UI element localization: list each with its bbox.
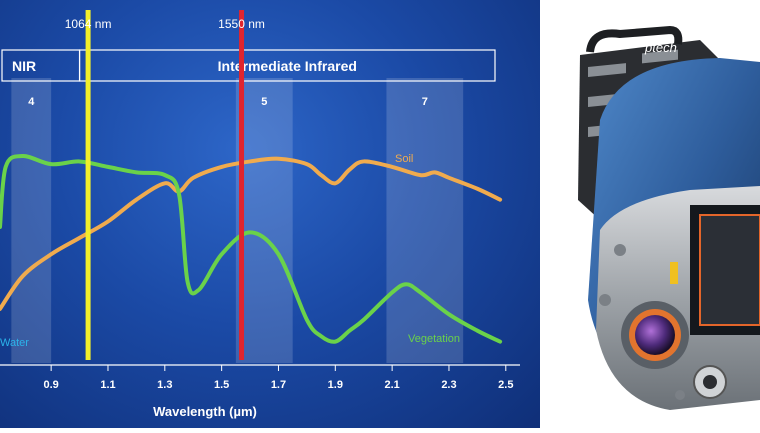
knob-center [703, 375, 717, 389]
lidar-scanner-drawing: ptech [578, 25, 760, 410]
indicator-light [670, 262, 678, 284]
screws [599, 244, 685, 400]
x-tick-label: 1.5 [214, 379, 229, 391]
x-axis-title: Wavelength (µm) [153, 404, 257, 419]
chart-canvas: 4 5 7 NIR Intermediate Infrared 1064 nm 1550… [0, 10, 520, 419]
band-label-7: 7 [422, 96, 428, 108]
marker-label-1064-nm: 1064 nm [65, 17, 112, 31]
x-tick-label: 1.1 [100, 379, 115, 391]
band-4 [11, 78, 52, 363]
x-tick-label: 1.7 [271, 379, 286, 391]
x-axis: 0.9 1.1 1.3 1.5 1.7 1.9 2.1 2.3 2.5 Wavelength (µ… [0, 364, 520, 419]
brand-logo: ptech [644, 40, 677, 55]
lens-icon [635, 315, 675, 355]
lidar-scanner-image: ptech [560, 0, 760, 428]
series-label-soil: Soil [395, 153, 413, 165]
region-intermediate-infrared [78, 49, 496, 82]
series-label-water: Water [0, 337, 29, 349]
band-label-4: 4 [28, 96, 35, 108]
band-5 [235, 78, 293, 363]
series-line-vegetation [0, 153, 503, 344]
series-layer [0, 153, 503, 344]
markers-layer: 1064 nm 1550 nm [65, 10, 265, 360]
x-tick-label: 1.9 [328, 379, 343, 391]
series-label-vegetation: Vegetation [408, 333, 460, 345]
regions-layer: NIR Intermediate Infrared [1, 49, 496, 82]
x-tick-label: 2.5 [498, 379, 513, 391]
series-line-soil [0, 156, 503, 311]
carry-handle [586, 25, 683, 53]
labels-layer: Soil Vegetation Water [0, 153, 460, 349]
band-label-5: 5 [261, 96, 267, 108]
band-7 [386, 78, 464, 363]
x-tick-label: 2.3 [441, 379, 456, 391]
x-tick-label: 2.1 [384, 379, 399, 391]
region-label-intermediate-infrared: Intermediate Infrared [218, 58, 357, 74]
window-frame [699, 214, 760, 326]
bands-layer: 4 5 7 [11, 78, 464, 363]
marker-label-1550-nm: 1550 nm [218, 17, 265, 31]
x-tick-label: 0.9 [43, 379, 58, 391]
x-tick-label: 1.3 [157, 379, 172, 391]
spectral-reflectance-chart: 4 5 7 NIR Intermediate Infrared 1064 nm 1550… [0, 0, 540, 428]
region-label-nir: NIR [12, 58, 36, 74]
